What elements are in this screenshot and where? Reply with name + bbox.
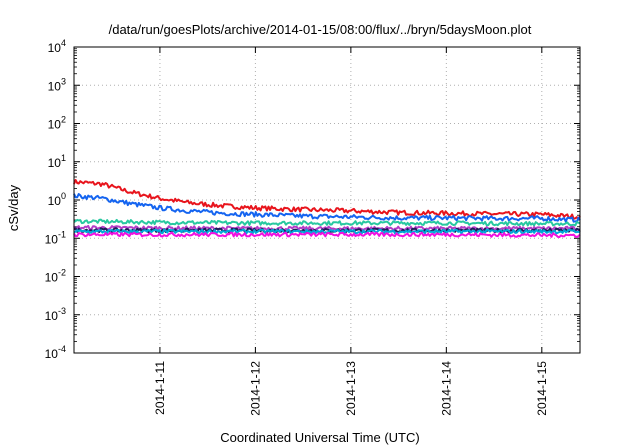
y-tick-label: 10-2 bbox=[45, 268, 66, 285]
x-tick-label: 2014-1-11 bbox=[153, 361, 167, 415]
series-line bbox=[73, 193, 581, 223]
x-tick-label: 2014-1-15 bbox=[535, 361, 549, 416]
series-line bbox=[73, 231, 581, 238]
chart-title: /data/run/goesPlots/archive/2014-01-15/0… bbox=[108, 22, 532, 37]
y-tick-label: 10-3 bbox=[45, 306, 66, 323]
x-tick-label: 2014-1-12 bbox=[248, 361, 262, 416]
series-line bbox=[73, 218, 581, 227]
y-tick-label: 100 bbox=[48, 191, 66, 208]
x-axis-label: Coordinated Universal Time (UTC) bbox=[220, 430, 420, 445]
y-tick-label: 10-1 bbox=[45, 229, 66, 246]
y-tick-label: 104 bbox=[48, 38, 66, 55]
y-tick-label: 103 bbox=[48, 76, 66, 93]
x-tick-label: 2014-1-13 bbox=[344, 361, 358, 416]
y-tick-label: 102 bbox=[48, 115, 66, 132]
y-tick-label: 10-4 bbox=[45, 344, 66, 361]
y-tick-label: 101 bbox=[48, 153, 66, 170]
series-line bbox=[73, 179, 581, 221]
plot-frame bbox=[73, 46, 581, 354]
x-tick-label: 2014-1-14 bbox=[439, 361, 453, 416]
